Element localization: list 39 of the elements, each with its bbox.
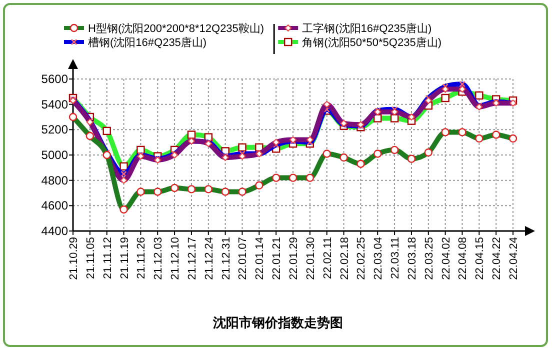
x-tick-label: 21.12.24 [203,237,216,280]
y-tick-label: 5200 [41,122,68,137]
x-tick-label: 22.04.24 [508,237,520,280]
x-tick-label: 22.03.18 [406,237,418,280]
x-tick-label: 21.11.19 [118,237,131,280]
y-tick-label: 5400 [41,97,68,112]
x-tick-label: 21.12.17 [186,237,198,280]
y-tick-label: 4800 [41,173,68,188]
x-tick-label: 22.02.18 [338,237,351,280]
x-tick-label: 22.04.08 [457,237,470,280]
y-tick-label: 4400 [41,224,68,238]
x-tick-label: 22.04.22 [491,237,504,280]
y-tick-label: 5000 [41,148,68,162]
legend-label: 角钢(沈阳50*50*5Q235唐山) [302,36,442,49]
legend-label: 槽钢(沈阳16#Q235唐山) [88,36,207,49]
x-tick-label: 21.11.26 [136,237,148,280]
x-tick-label: 22.02.25 [356,237,368,280]
x-tick-label: 21.11.05 [84,237,97,280]
x-tick-label: 21.12.03 [152,237,165,280]
x-tick-label: 22.03.11 [390,237,402,280]
x-tick-label: 21.12.31 [220,237,232,280]
x-tick-label: 22.04.15 [474,237,486,280]
x-tick-label: 22.01.30 [304,237,317,280]
x-tick-label: 21.10.29 [68,237,80,280]
x-tick-label: 21.12.10 [170,237,182,280]
x-tick-label: 22.03.04 [372,237,385,280]
legend-label: H型钢(沈阳200*200*8*12Q235鞍山) [88,22,264,35]
x-tick-label: 22.01.21 [271,237,284,280]
legend-label: 工字钢(沈阳16#Q235唐山) [302,22,432,35]
x-tick-label: 21.11.12 [102,237,114,280]
x-tick-label: 22.02.11 [322,237,334,280]
x-tick-label: 22.04.02 [440,237,452,280]
y-tick-label: 5600 [41,72,68,86]
x-tick-label: 22.03.25 [423,237,436,280]
y-tick-label: 4600 [41,198,68,213]
x-tick-label: 22.01.14 [254,237,266,280]
text: 沈阳市钢价指数走势图 [212,315,343,330]
x-tick-label: 22.01.07 [237,237,250,280]
x-tick-label: 22.01.29 [288,237,300,280]
